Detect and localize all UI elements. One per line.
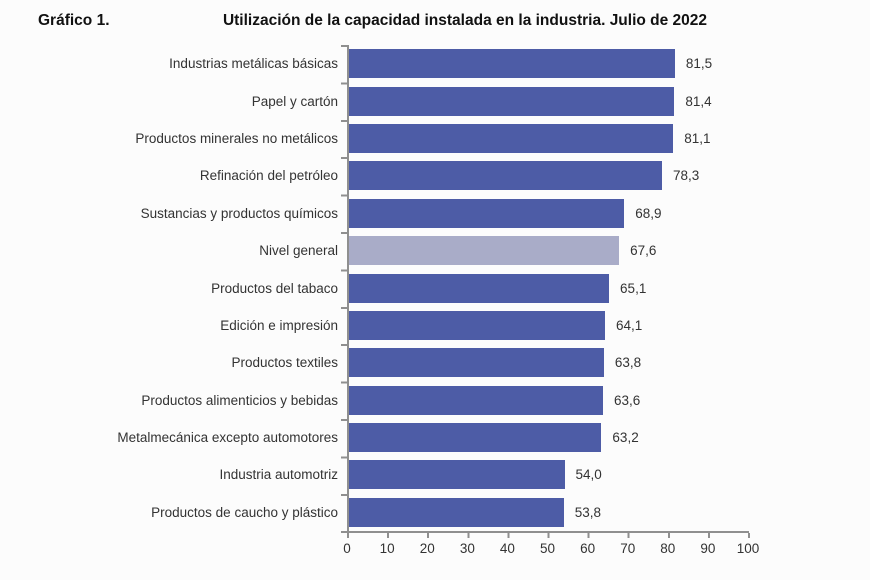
- value-label: 63,2: [612, 430, 639, 446]
- bar: [348, 86, 675, 116]
- chart-row: Industria automotriz 54,0: [0, 456, 870, 493]
- value-label: 63,8: [614, 355, 642, 371]
- chart-row-highlight: Nivel general 67,6: [0, 232, 870, 269]
- chart-row: Industrias metálicas básicas 81,5: [0, 45, 870, 82]
- bar-track: 64,1: [348, 310, 749, 340]
- chart-row: Productos del tabaco 65,1: [0, 269, 870, 306]
- chart-row: Sustancias y productos químicos 68,9: [0, 195, 870, 232]
- category-label: Papel y cartón: [251, 93, 338, 109]
- bar: [348, 161, 662, 191]
- bar: [348, 310, 606, 340]
- chart-row: Edición e impresión 64,1: [0, 307, 870, 344]
- category-label: Productos textiles: [231, 355, 338, 371]
- bar-track: 81,4: [348, 86, 749, 116]
- category-label: Productos del tabaco: [211, 280, 338, 296]
- value-label: 81,1: [684, 130, 711, 146]
- chart-row: Metalmecánica excepto automotores 63,2: [0, 419, 870, 456]
- chart-row: Productos alimenticios y bebidas 63,6: [0, 382, 870, 419]
- x-axis-line: [347, 531, 749, 533]
- bar-highlight: [348, 236, 620, 266]
- bar-track: 65,1: [348, 273, 749, 303]
- bar-track: 81,1: [348, 123, 749, 153]
- chart-row: Productos minerales no metálicos 81,1: [0, 120, 870, 157]
- x-axis-tick-labels: 0 10 20 30 40 50 60 70 80 90 100: [327, 541, 768, 556]
- x-tick-label: 50: [540, 541, 556, 556]
- value-label: 64,1: [616, 317, 643, 333]
- bar-track: 63,8: [348, 348, 749, 378]
- bar: [348, 460, 565, 490]
- x-tick-label: 10: [379, 541, 395, 556]
- category-label: Refinación del petróleo: [199, 168, 338, 184]
- value-label: 67,6: [630, 243, 657, 259]
- chart-row: Refinación del petróleo 78,3: [0, 157, 870, 194]
- bar-track: 63,6: [348, 385, 749, 415]
- bar-track: 78,3: [348, 161, 749, 191]
- chart-title: Utilización de la capacidad instalada en…: [222, 12, 708, 29]
- bar-track: 54,0: [348, 460, 749, 490]
- x-tick-label: 0: [343, 541, 351, 556]
- y-axis-tick-marks: [341, 45, 347, 534]
- bar: [348, 273, 610, 303]
- bar-track: 67,6: [348, 236, 749, 266]
- category-label: Sustancias y productos químicos: [140, 205, 338, 221]
- x-tick-label: 60: [580, 541, 596, 556]
- category-label: Productos de caucho y plástico: [151, 504, 338, 520]
- x-tick-label: 70: [620, 541, 636, 556]
- x-tick-label: 90: [700, 541, 716, 556]
- category-label: Metalmecánica excepto automotores: [117, 430, 338, 446]
- x-tick-label: 20: [419, 541, 435, 556]
- bar: [348, 198, 625, 228]
- x-tick-label: 100: [736, 541, 760, 556]
- bar-track: 53,8: [348, 497, 749, 527]
- category-label: Edición e impresión: [220, 317, 338, 333]
- value-label: 65,1: [620, 280, 647, 296]
- value-label: 78,3: [672, 168, 700, 184]
- x-tick-label: 30: [459, 541, 475, 556]
- category-label: Productos alimenticios y bebidas: [141, 392, 338, 408]
- bar: [348, 49, 675, 79]
- value-label: 53,8: [574, 504, 602, 520]
- chart-row: Papel y cartón 81,4: [0, 82, 870, 119]
- x-tick-label: 80: [660, 541, 676, 556]
- category-label: Industria automotriz: [219, 467, 338, 483]
- category-label: Productos minerales no metálicos: [135, 130, 338, 146]
- value-label: 54,0: [575, 467, 602, 483]
- figure-label: Gráfico 1.: [38, 12, 110, 29]
- category-label: Industrias metálicas básicas: [169, 56, 338, 72]
- y-axis-line: [347, 45, 349, 532]
- category-label: Nivel general: [259, 243, 338, 259]
- chart-row: Productos textiles 63,8: [0, 344, 870, 381]
- bar: [348, 385, 604, 415]
- bar-track: 63,2: [348, 423, 749, 453]
- bar: [348, 123, 674, 153]
- value-label: 63,6: [614, 392, 641, 408]
- value-label: 81,4: [685, 93, 712, 109]
- bar: [348, 348, 604, 378]
- value-label: 81,5: [685, 56, 713, 72]
- bar-track: 81,5: [348, 49, 749, 79]
- bar-track: 68,9: [348, 198, 749, 228]
- chart-row: Productos de caucho y plástico 53,8: [0, 494, 870, 531]
- bar-rows: Industrias metálicas básicas 81,5 Papel …: [0, 45, 870, 531]
- bar: [348, 423, 602, 453]
- x-tick-label: 40: [499, 541, 515, 556]
- bar: [348, 497, 564, 527]
- value-label: 68,9: [635, 205, 662, 221]
- x-axis-tick-marks: [347, 533, 750, 538]
